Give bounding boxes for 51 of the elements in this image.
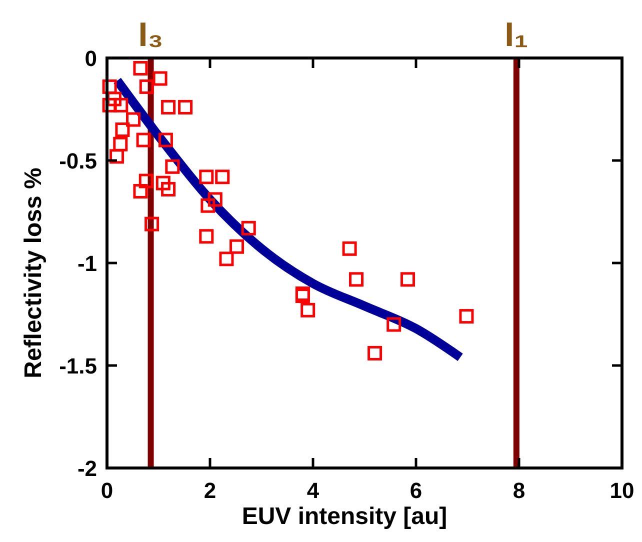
y-tick-label: -1	[77, 251, 97, 276]
x-tick-label: 2	[204, 478, 216, 503]
point	[178, 100, 193, 114]
point	[199, 170, 214, 184]
y-axis-title: Reflectivity loss %	[20, 168, 47, 378]
point	[199, 229, 214, 244]
y-tick-label: -0.5	[59, 148, 97, 174]
point	[139, 79, 154, 94]
point	[161, 100, 176, 114]
point	[133, 184, 148, 198]
x-tick-label: 0	[100, 478, 114, 503]
point	[342, 241, 357, 256]
point	[386, 317, 402, 332]
point	[113, 136, 128, 152]
point	[102, 98, 117, 112]
point	[230, 239, 244, 254]
point	[144, 216, 160, 232]
point	[459, 309, 474, 324]
point	[110, 149, 124, 164]
y-tick-label: -2	[77, 456, 97, 481]
x-tick-label: 6	[410, 478, 422, 503]
point	[156, 176, 170, 190]
point	[165, 159, 180, 174]
y-tick-label: -1.5	[59, 354, 97, 378]
point	[215, 170, 230, 184]
point	[161, 182, 176, 196]
x-axis-title: EUV intensity [au]	[242, 503, 448, 530]
point	[200, 198, 216, 213]
point	[208, 192, 222, 207]
point	[102, 79, 117, 94]
point	[152, 71, 168, 86]
ref-line-label: I₃	[138, 16, 164, 54]
x-tick-label: 8	[512, 478, 526, 503]
point	[138, 174, 154, 188]
x-tick-label: 4	[306, 478, 320, 503]
point	[114, 98, 128, 112]
point	[115, 122, 130, 137]
ref-line-label: I₁	[504, 16, 528, 54]
point	[241, 220, 256, 236]
point	[368, 346, 382, 360]
y-tick-label: 0	[84, 46, 97, 71]
point	[349, 272, 364, 287]
point	[133, 61, 148, 76]
point	[126, 112, 141, 127]
point	[158, 132, 173, 148]
point	[400, 272, 416, 287]
point	[106, 92, 122, 106]
x-tick-label: 10	[610, 478, 634, 503]
point	[136, 132, 151, 148]
point	[300, 302, 316, 318]
point	[219, 252, 234, 266]
